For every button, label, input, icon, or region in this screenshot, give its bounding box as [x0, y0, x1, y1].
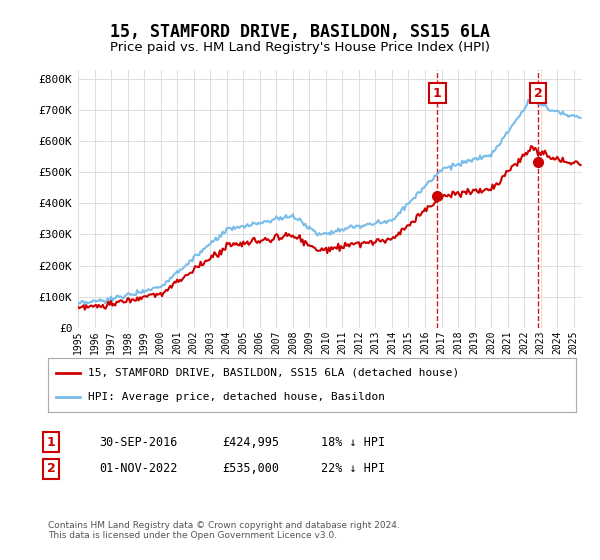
- Text: 22% ↓ HPI: 22% ↓ HPI: [321, 462, 385, 475]
- Text: HPI: Average price, detached house, Basildon: HPI: Average price, detached house, Basi…: [88, 392, 385, 402]
- Text: 2: 2: [533, 87, 542, 100]
- Text: 01-NOV-2022: 01-NOV-2022: [99, 462, 178, 475]
- Text: £535,000: £535,000: [222, 462, 279, 475]
- Text: £424,995: £424,995: [222, 436, 279, 449]
- Text: 2: 2: [47, 462, 55, 475]
- Text: 1: 1: [433, 87, 442, 100]
- Text: 30-SEP-2016: 30-SEP-2016: [99, 436, 178, 449]
- Text: 15, STAMFORD DRIVE, BASILDON, SS15 6LA (detached house): 15, STAMFORD DRIVE, BASILDON, SS15 6LA (…: [88, 368, 459, 378]
- Text: Contains HM Land Registry data © Crown copyright and database right 2024.
This d: Contains HM Land Registry data © Crown c…: [48, 521, 400, 540]
- Text: 15, STAMFORD DRIVE, BASILDON, SS15 6LA: 15, STAMFORD DRIVE, BASILDON, SS15 6LA: [110, 24, 490, 41]
- Text: Price paid vs. HM Land Registry's House Price Index (HPI): Price paid vs. HM Land Registry's House …: [110, 40, 490, 54]
- Text: 1: 1: [47, 436, 55, 449]
- Text: 18% ↓ HPI: 18% ↓ HPI: [321, 436, 385, 449]
